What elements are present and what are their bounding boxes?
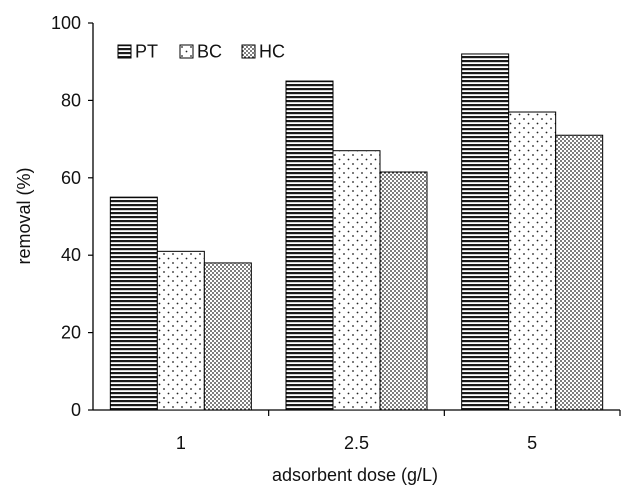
- y-tick-label: 40: [61, 245, 81, 265]
- legend-swatch-hc: [241, 44, 256, 59]
- bar-pt-5: [461, 53, 510, 411]
- legend-label-pt: PT: [135, 42, 158, 62]
- legend-label-hc: HC: [259, 42, 285, 62]
- bar-bc-1: [156, 250, 205, 411]
- y-tick-label: 20: [61, 323, 81, 343]
- y-tick-label: 80: [61, 90, 81, 110]
- legend-swatch-pt: [117, 44, 132, 59]
- y-tick-label: 100: [51, 13, 81, 33]
- y-axis-label: removal (%): [14, 167, 34, 264]
- bar-hc-5: [555, 134, 604, 411]
- legend-swatch-bc: [179, 44, 194, 59]
- bar-bc-2_5: [332, 150, 381, 411]
- x-axis-label: adsorbent dose (g/L): [272, 465, 438, 485]
- bar-pt-1: [109, 196, 158, 411]
- x-tick-label: 5: [527, 433, 537, 453]
- bar-bc-5: [508, 111, 557, 411]
- bar-hc-2_5: [379, 171, 428, 411]
- x-tick-label: 1: [176, 433, 186, 453]
- bar-pt-2_5: [285, 80, 334, 411]
- x-tick-label: 2.5: [344, 433, 369, 453]
- legend-label-bc: BC: [197, 42, 222, 62]
- y-tick-label: 60: [61, 168, 81, 188]
- bar-hc-1: [203, 262, 252, 411]
- y-tick-label: 0: [71, 400, 81, 420]
